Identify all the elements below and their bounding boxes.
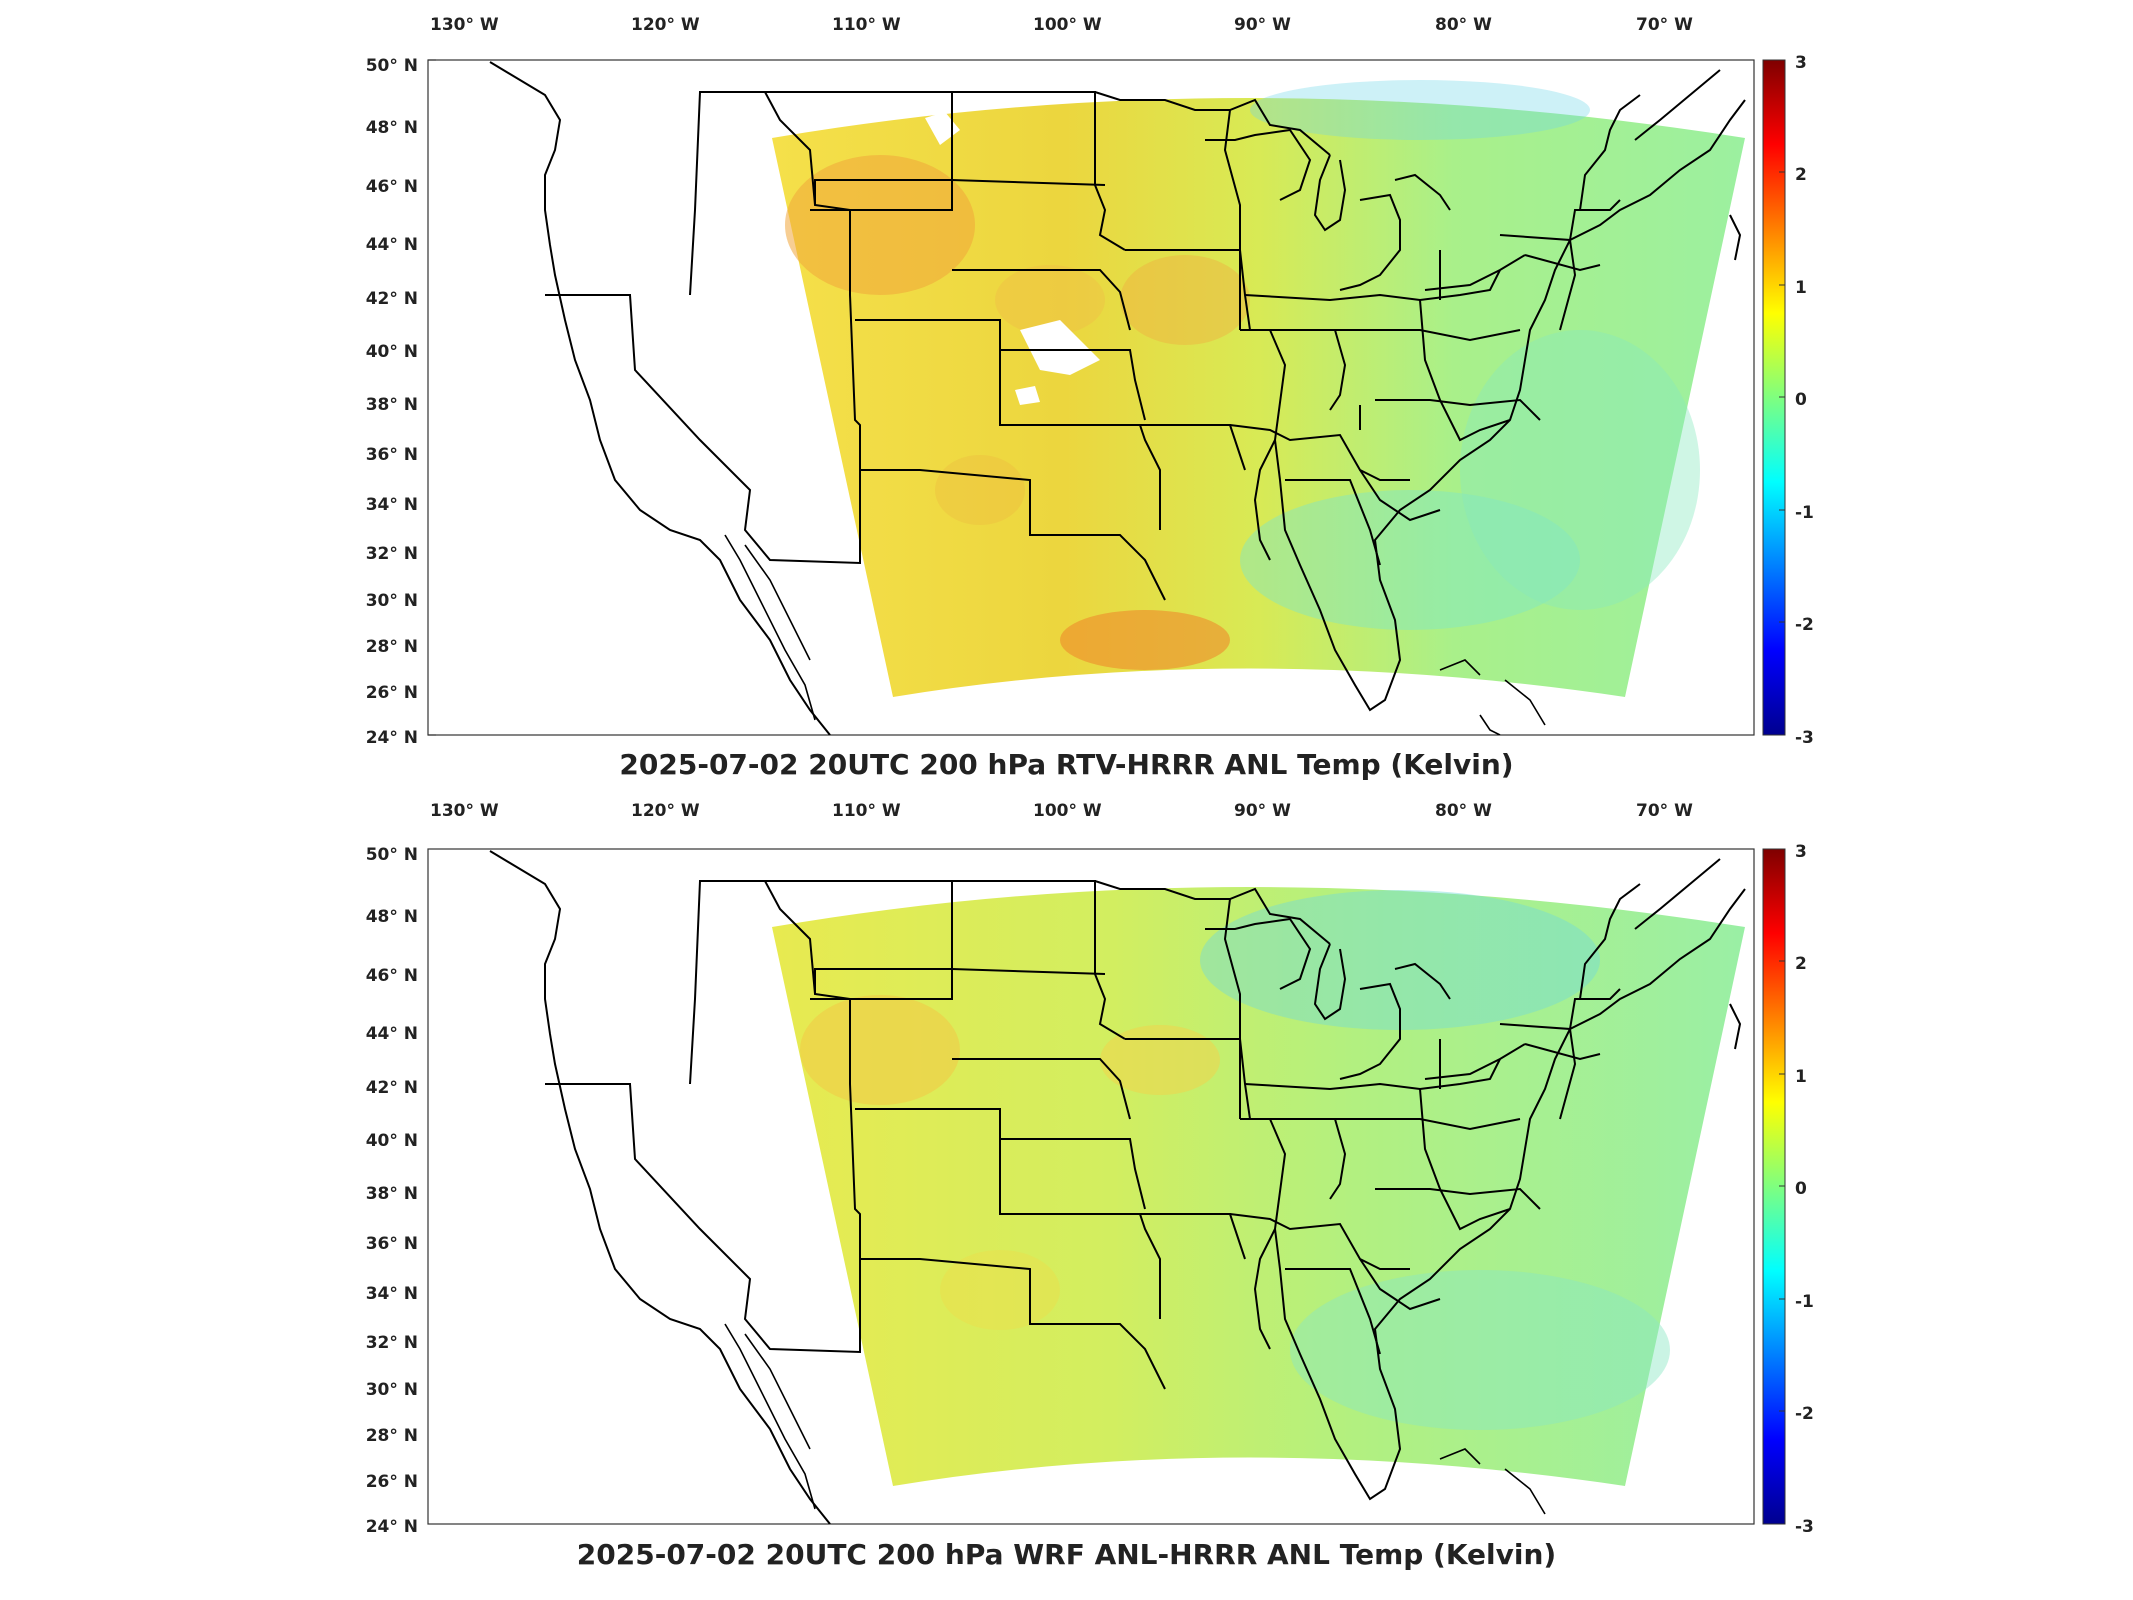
lat-label: 40° N xyxy=(366,342,418,362)
lat-label: 38° N xyxy=(366,1184,418,1204)
colorbar-tick: 1 xyxy=(1795,278,1807,298)
colorbar-tick: -1 xyxy=(1795,1292,1814,1312)
map-figure: 130° W 120° W 110° W 100° W 90° W 80° W … xyxy=(366,15,1814,748)
map-figure: 130° W 120° W 110° W 100° W 90° W 80° W … xyxy=(366,801,1814,1537)
lon-label: 80° W xyxy=(1435,15,1492,35)
lat-label: 32° N xyxy=(366,544,418,564)
lon-label: 100° W xyxy=(1033,15,1102,35)
map-title: 2025-07-02 20UTC 200 hPa RTV-HRRR ANL Te… xyxy=(619,748,1514,781)
map-outlines xyxy=(489,61,1746,735)
lat-label: 50° N xyxy=(366,845,418,865)
lat-label: 26° N xyxy=(366,683,418,703)
lat-label: 24° N xyxy=(366,728,418,748)
lat-label: 30° N xyxy=(366,1380,418,1400)
colorbar-tick: -2 xyxy=(1795,615,1814,635)
lat-label: 42° N xyxy=(366,289,418,309)
lat-label: 36° N xyxy=(366,445,418,465)
lat-label: 44° N xyxy=(366,235,418,255)
longitude-labels: 130° W 120° W 110° W 100° W 90° W 80° W … xyxy=(430,15,1693,35)
map-panel-rtv: 130° W 120° W 110° W 100° W 90° W 80° W … xyxy=(366,15,1814,781)
colorbar-tick: 0 xyxy=(1795,390,1807,410)
lat-label: 40° N xyxy=(366,1131,418,1151)
lat-label: 28° N xyxy=(366,1426,418,1446)
colorbar-tick: 2 xyxy=(1795,954,1807,974)
colorbar-tick: 1 xyxy=(1795,1067,1807,1087)
map-panel-wrf: 130° W 120° W 110° W 100° W 90° W 80° W … xyxy=(0,790,2133,1600)
colorbar-tick: -3 xyxy=(1795,728,1814,748)
longitude-labels: 130° W 120° W 110° W 100° W 90° W 80° W … xyxy=(430,801,1693,821)
colorbar-ticks: 3 2 1 0 -1 -2 -3 xyxy=(1795,53,1814,748)
lat-label: 46° N xyxy=(366,966,418,986)
lat-label: 48° N xyxy=(366,118,418,138)
lat-label: 48° N xyxy=(366,907,418,927)
lat-label: 38° N xyxy=(366,395,418,415)
lon-label: 120° W xyxy=(631,15,700,35)
lat-label: 28° N xyxy=(366,637,418,657)
lon-label: 120° W xyxy=(631,801,700,821)
lat-label: 32° N xyxy=(366,1333,418,1353)
lat-label: 34° N xyxy=(366,495,418,515)
lat-label: 30° N xyxy=(366,591,418,611)
latitude-labels: 50° N 48° N 46° N 44° N 42° N 40° N 38° … xyxy=(366,845,418,1537)
colorbar-tick: 2 xyxy=(1795,165,1807,185)
lon-label: 110° W xyxy=(832,801,901,821)
model-domain-field xyxy=(772,98,1745,697)
lon-label: 80° W xyxy=(1435,801,1492,821)
colorbar-ticks: 3 2 1 0 -1 -2 -3 xyxy=(1795,842,1814,1537)
colorbar-tick: 3 xyxy=(1795,842,1807,862)
lat-label: 26° N xyxy=(366,1472,418,1492)
latitude-labels: 50° N 48° N 46° N 44° N 42° N 40° N 38° … xyxy=(366,56,418,748)
colorbar-tick: 0 xyxy=(1795,1179,1807,1199)
colorbar-tick: -2 xyxy=(1795,1404,1814,1424)
lat-label: 50° N xyxy=(366,56,418,76)
colorbar-tick: -1 xyxy=(1795,503,1814,523)
colorbar-tick: 3 xyxy=(1795,53,1807,73)
colorbar-tick: -3 xyxy=(1795,1517,1814,1537)
lon-label: 130° W xyxy=(430,15,499,35)
lat-label: 34° N xyxy=(366,1284,418,1304)
lat-label: 46° N xyxy=(366,177,418,197)
lon-label: 70° W xyxy=(1636,801,1693,821)
map-title: 2025-07-02 20UTC 200 hPa WRF ANL-HRRR AN… xyxy=(576,1538,1557,1571)
lon-label: 70° W xyxy=(1636,15,1693,35)
lon-label: 130° W xyxy=(430,801,499,821)
lat-label: 42° N xyxy=(366,1078,418,1098)
lat-label: 24° N xyxy=(366,1517,418,1537)
lon-label: 90° W xyxy=(1234,801,1291,821)
lat-label: 44° N xyxy=(366,1024,418,1044)
lon-label: 110° W xyxy=(832,15,901,35)
lon-label: 100° W xyxy=(1033,801,1102,821)
model-domain-field xyxy=(772,887,1745,1486)
map-outlines xyxy=(489,850,1746,1524)
lat-label: 36° N xyxy=(366,1234,418,1254)
lon-label: 90° W xyxy=(1234,15,1291,35)
